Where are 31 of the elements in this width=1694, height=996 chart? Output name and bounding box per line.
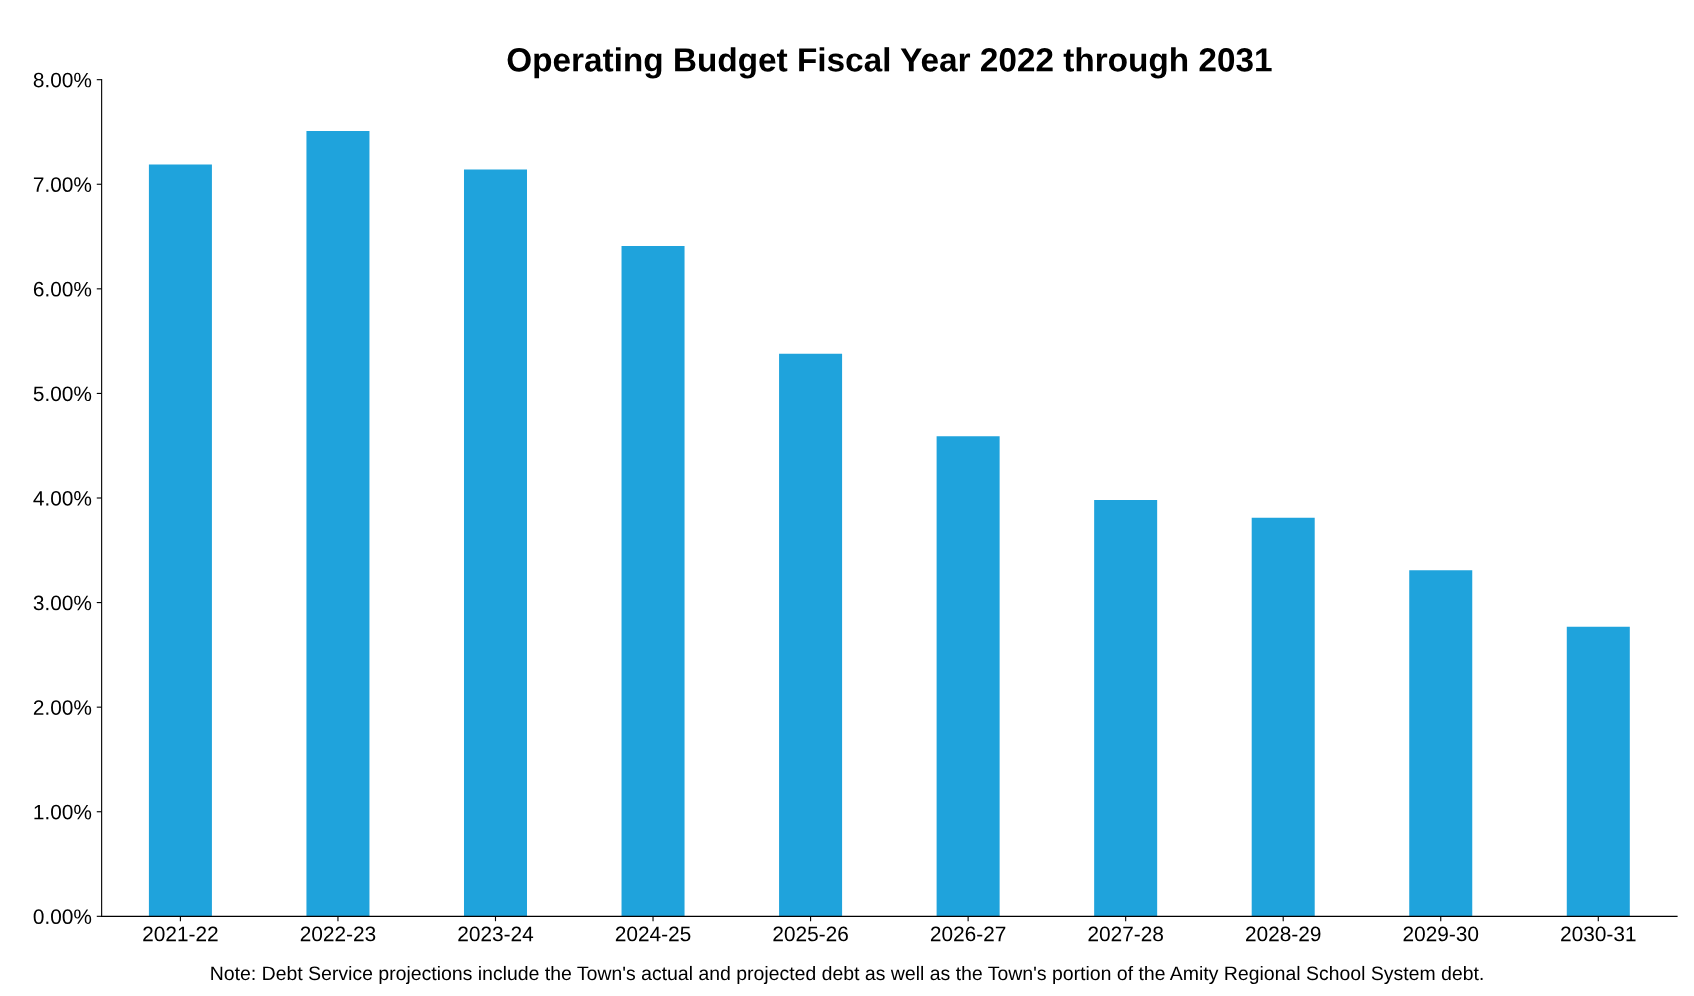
x-tick-label: 2028-29 [1246, 926, 1321, 942]
bar [1566, 626, 1630, 917]
bar [1251, 517, 1315, 917]
y-tick-label: 7.00% [33, 177, 92, 193]
y-tick-label: 4.00% [33, 491, 92, 506]
bar [779, 353, 843, 917]
bar [148, 164, 212, 917]
y-tick-label: 6.00% [33, 281, 92, 297]
bar [463, 169, 527, 917]
bar [1409, 570, 1473, 917]
chart-title: Operating Budget Fiscal Year 2022 through 2031 [507, 47, 1272, 79]
x-tick-label: 2030-31 [1561, 926, 1636, 942]
y-tick-label: 1.00% [34, 804, 92, 820]
bar [1094, 500, 1158, 917]
x-tick-label: 2027-28 [1088, 926, 1163, 942]
bar [306, 130, 370, 917]
x-tick-label: 2021-22 [143, 926, 218, 942]
x-tick-label: 2026-27 [930, 926, 1006, 942]
x-tick-label: 2024-25 [615, 926, 691, 942]
y-tick-label: 3.00% [33, 595, 92, 611]
bar [621, 245, 685, 917]
y-tick-label: 2.00% [33, 700, 92, 715]
x-tick-label: 2025-26 [773, 926, 848, 942]
x-tick-label: 2022-23 [300, 926, 376, 942]
bar [936, 436, 1000, 917]
x-tick-label: 2029-30 [1403, 926, 1479, 942]
text: Note: Debt Service projections include the Town's actual and projected debt as well as the Town's portion of the Amity Regional School System debt. [211, 965, 1483, 985]
y-tick-label: 0.00% [33, 909, 92, 925]
y-tick-label: 8.00% [33, 72, 92, 88]
x-tick-label: 2023-24 [458, 926, 534, 942]
y-tick-label: 5.00% [33, 386, 92, 402]
